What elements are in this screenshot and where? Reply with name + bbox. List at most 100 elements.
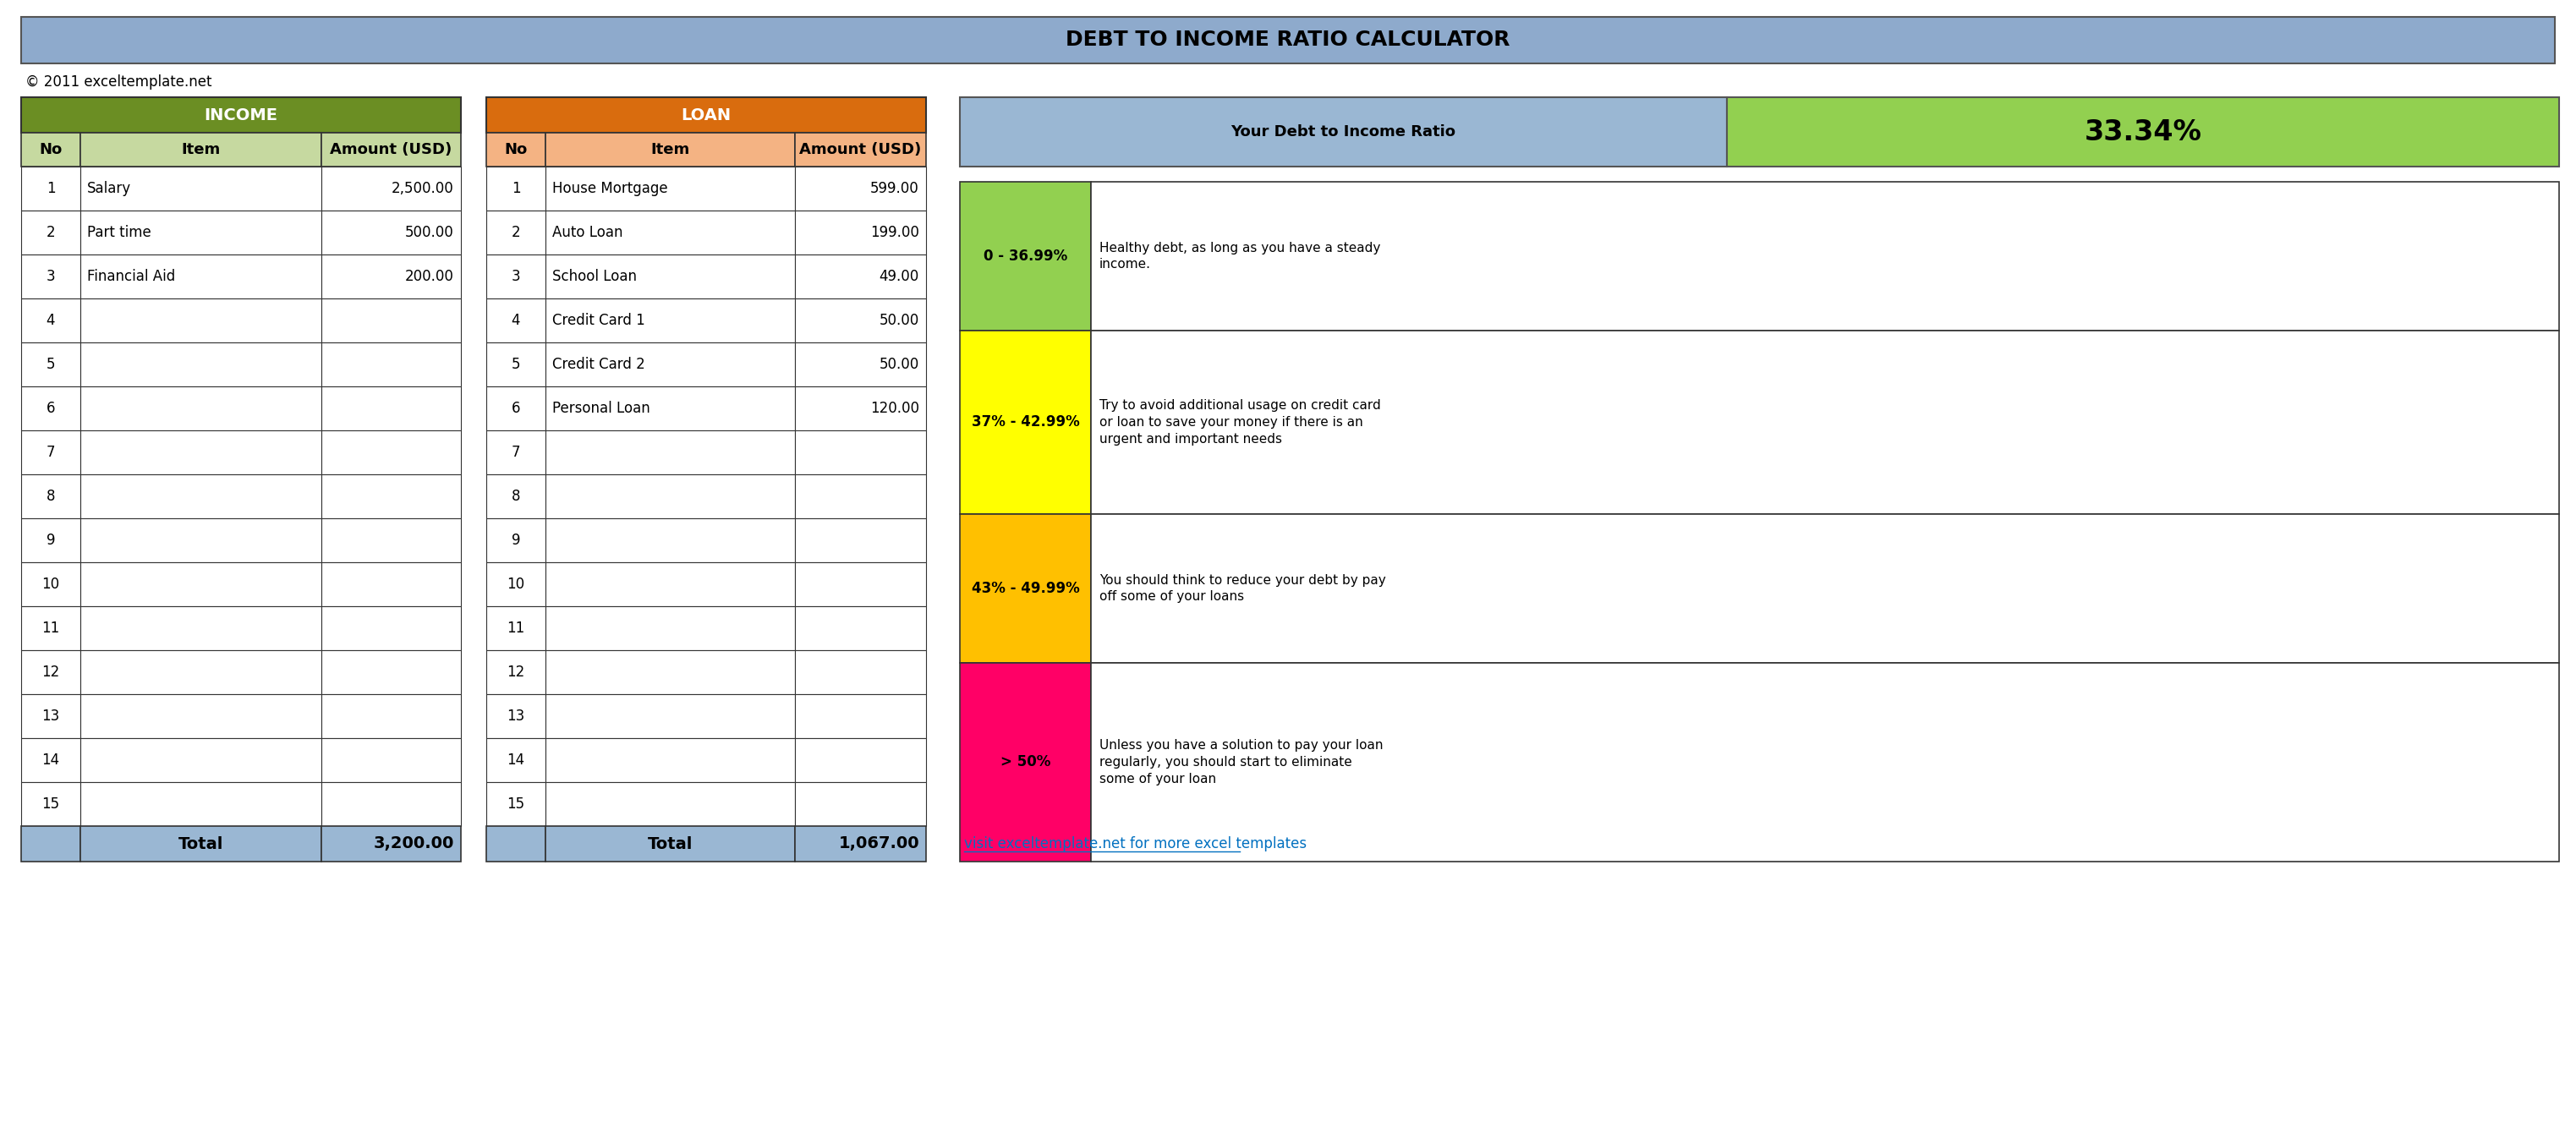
Text: 14: 14	[41, 752, 59, 768]
Text: No: No	[39, 142, 62, 157]
Text: Try to avoid additional usage on credit card
or loan to save your money if there: Try to avoid additional usage on credit …	[1100, 399, 1381, 445]
Bar	[961, 97, 1726, 167]
Text: 7: 7	[46, 445, 54, 460]
Text: 50.00: 50.00	[878, 313, 920, 329]
Bar	[80, 386, 322, 431]
Text: Credit Card 2: Credit Card 2	[551, 357, 644, 372]
Bar	[21, 17, 2555, 63]
Bar	[796, 518, 925, 562]
Text: 12: 12	[41, 665, 59, 680]
Bar	[796, 431, 925, 475]
Text: 599.00: 599.00	[871, 181, 920, 196]
Text: Unless you have a solution to pay your loan
regularly, you should start to elimi: Unless you have a solution to pay your l…	[1100, 739, 1383, 785]
Text: 5: 5	[513, 357, 520, 372]
Text: Financial Aid: Financial Aid	[88, 269, 175, 284]
Bar	[21, 738, 80, 782]
Bar	[487, 342, 546, 386]
Bar	[796, 211, 925, 255]
Bar	[487, 97, 925, 133]
Bar	[21, 386, 80, 431]
Bar	[1092, 514, 2558, 663]
Bar	[796, 650, 925, 695]
Text: 37% - 42.99%: 37% - 42.99%	[971, 415, 1079, 429]
Bar	[322, 826, 461, 861]
Bar	[21, 695, 80, 738]
Bar	[21, 431, 80, 475]
Text: Salary: Salary	[88, 181, 131, 196]
Bar	[80, 826, 322, 861]
Text: 1,067.00: 1,067.00	[837, 836, 920, 852]
Bar	[796, 255, 925, 298]
Text: 13: 13	[507, 708, 526, 724]
Bar	[21, 211, 80, 255]
Bar	[487, 606, 546, 650]
Bar	[796, 386, 925, 431]
Text: 33.34%: 33.34%	[2084, 118, 2202, 146]
Text: 1: 1	[513, 181, 520, 196]
Bar	[21, 167, 80, 211]
Text: 15: 15	[507, 796, 526, 811]
Bar	[322, 782, 461, 826]
Text: 120.00: 120.00	[871, 401, 920, 416]
Text: 8: 8	[46, 488, 54, 504]
Bar	[546, 606, 796, 650]
Bar	[487, 431, 546, 475]
Bar	[487, 518, 546, 562]
Text: 5: 5	[46, 357, 54, 372]
Text: LOAN: LOAN	[680, 107, 732, 123]
Bar	[546, 133, 796, 167]
Bar	[322, 342, 461, 386]
Text: © 2011 exceltemplate.net: © 2011 exceltemplate.net	[26, 75, 211, 90]
Text: Your Debt to Income Ratio: Your Debt to Income Ratio	[1231, 125, 1455, 139]
Bar	[80, 167, 322, 211]
Bar	[487, 255, 546, 298]
Text: 7: 7	[513, 445, 520, 460]
Text: School Loan: School Loan	[551, 269, 636, 284]
Bar	[322, 255, 461, 298]
Bar	[322, 298, 461, 342]
Text: 2: 2	[46, 225, 54, 240]
Text: 3: 3	[46, 269, 54, 284]
Text: 11: 11	[507, 621, 526, 636]
Bar	[796, 826, 925, 861]
Bar	[80, 562, 322, 606]
Bar	[80, 342, 322, 386]
Bar	[80, 695, 322, 738]
Bar	[322, 431, 461, 475]
Bar	[546, 298, 796, 342]
Bar	[961, 181, 1092, 331]
Text: > 50%: > 50%	[999, 755, 1051, 769]
Bar	[80, 431, 322, 475]
Bar	[546, 738, 796, 782]
Bar	[80, 518, 322, 562]
Bar	[487, 211, 546, 255]
Text: 2: 2	[513, 225, 520, 240]
Bar	[796, 298, 925, 342]
Text: 43% - 49.99%: 43% - 49.99%	[971, 581, 1079, 596]
Bar	[487, 650, 546, 695]
Bar	[1726, 97, 2558, 167]
Bar	[487, 826, 546, 861]
Bar	[546, 342, 796, 386]
Text: 6: 6	[513, 401, 520, 416]
Text: 2,500.00: 2,500.00	[392, 181, 453, 196]
Bar	[487, 386, 546, 431]
Text: 200.00: 200.00	[404, 269, 453, 284]
Bar	[322, 167, 461, 211]
Text: 500.00: 500.00	[404, 225, 453, 240]
Text: 50.00: 50.00	[878, 357, 920, 372]
Text: Healthy debt, as long as you have a steady
income.: Healthy debt, as long as you have a stea…	[1100, 241, 1381, 271]
Bar	[21, 133, 80, 167]
Bar	[21, 518, 80, 562]
Bar	[322, 650, 461, 695]
Bar	[80, 606, 322, 650]
Bar	[21, 606, 80, 650]
Bar	[1092, 331, 2558, 514]
Bar	[546, 431, 796, 475]
Bar	[322, 133, 461, 167]
Bar	[796, 562, 925, 606]
Bar	[80, 211, 322, 255]
Text: 3: 3	[513, 269, 520, 284]
Text: 12: 12	[507, 665, 526, 680]
Bar	[796, 133, 925, 167]
